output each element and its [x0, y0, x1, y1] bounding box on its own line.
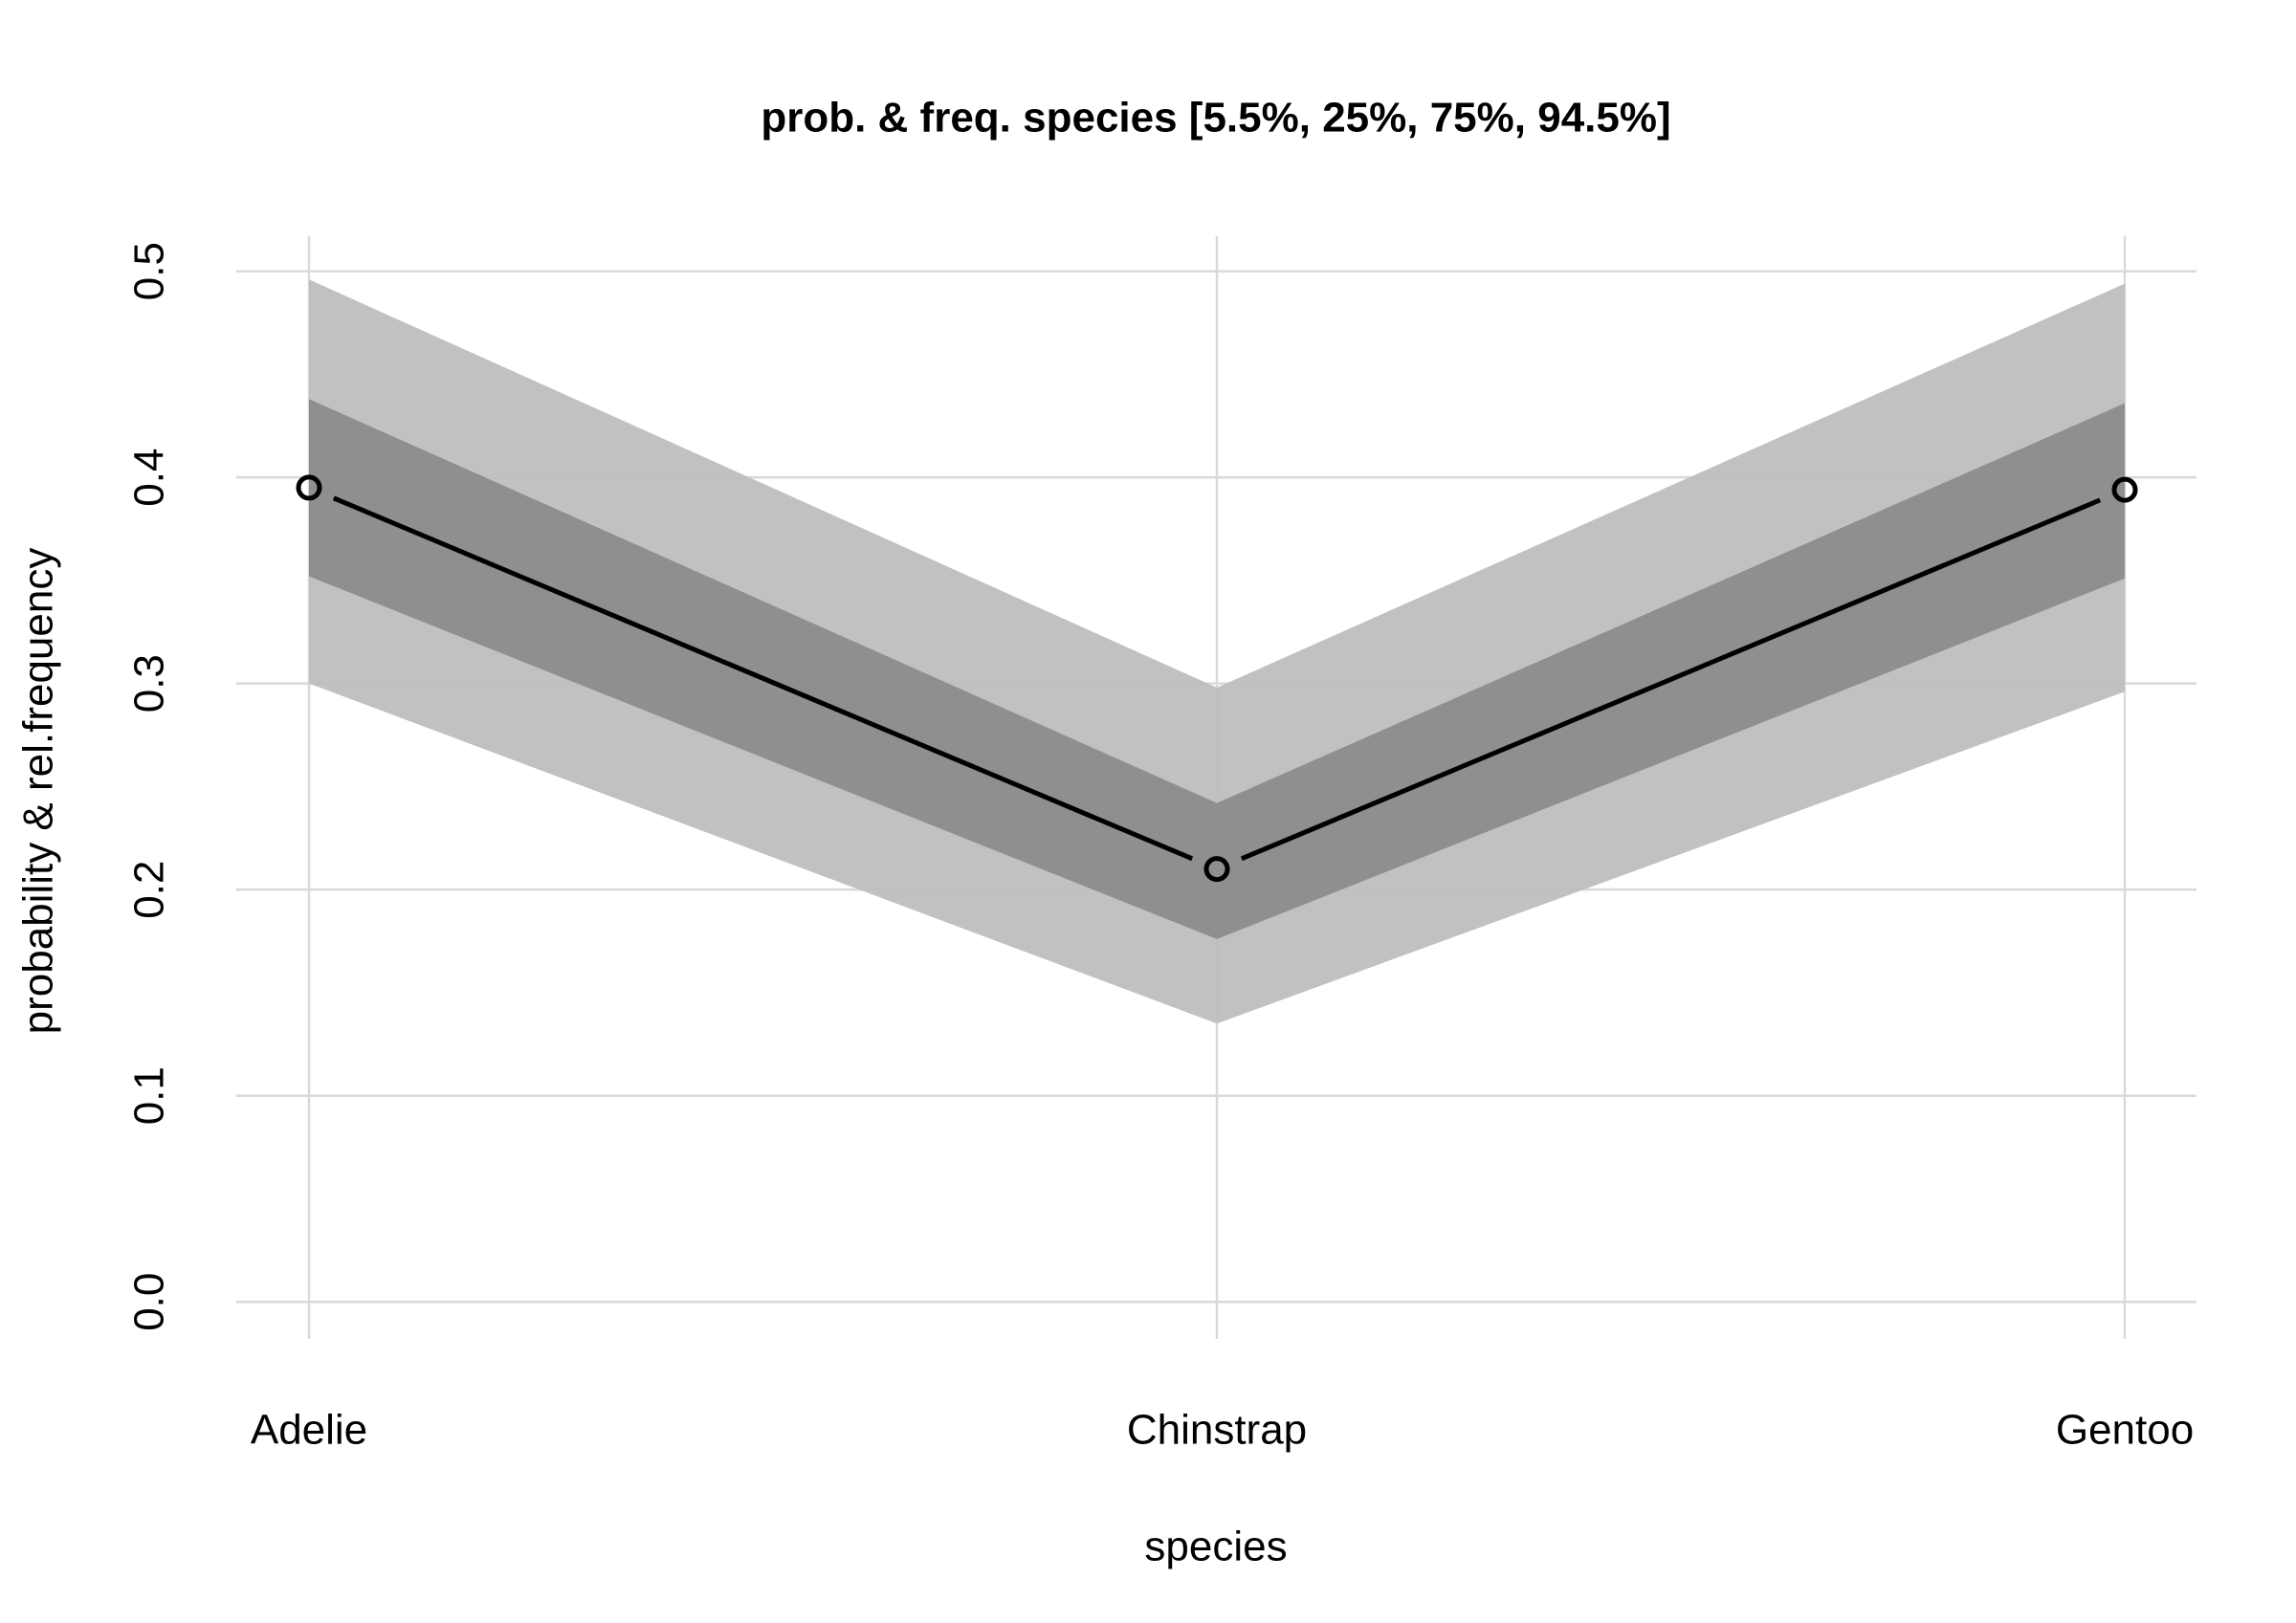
line-segment [332, 495, 1194, 862]
y-tick-label: 0.1 [126, 1066, 173, 1125]
point [296, 474, 322, 501]
x-tick-label: Adelie [251, 1407, 367, 1454]
y-tick-label: 0.4 [126, 449, 173, 507]
y-tick-label: 0.0 [126, 1273, 173, 1331]
y-axis-label: probability & rel.frequency [15, 548, 62, 1035]
point [1203, 856, 1230, 883]
band [309, 279, 2125, 1024]
line-segment [1240, 497, 2102, 862]
y-tick-label: 0.2 [126, 861, 173, 919]
point [2111, 476, 2138, 503]
y-tick-label: 0.5 [126, 242, 173, 300]
band [309, 399, 2125, 939]
y-tick-label: 0.3 [126, 654, 173, 713]
x-tick-label: Gentoo [2056, 1407, 2194, 1454]
chart-title: prob. & freq. species [5.5%, 25%, 75%, 9… [761, 95, 1670, 142]
x-axis-label: species [1144, 1524, 1287, 1570]
x-tick-label: Chinstrap [1127, 1407, 1307, 1454]
